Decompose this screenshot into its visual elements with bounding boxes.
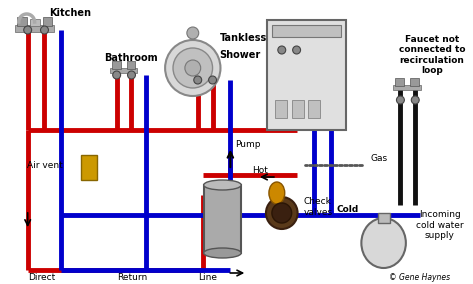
Text: Cold: Cold	[336, 206, 359, 214]
Text: Direct: Direct	[28, 273, 55, 283]
Text: Shower: Shower	[219, 50, 261, 60]
Bar	[377, 213, 390, 223]
Text: Faucet not
connected to
recirculation
loop: Faucet not connected to recirculation lo…	[399, 35, 465, 75]
Ellipse shape	[204, 180, 241, 190]
Circle shape	[128, 71, 135, 79]
Bar	[204, 185, 241, 253]
Text: Hot: Hot	[252, 166, 268, 174]
Circle shape	[412, 96, 419, 104]
Ellipse shape	[269, 182, 285, 204]
Bar	[81, 155, 97, 180]
Bar	[15, 25, 54, 32]
Bar	[308, 100, 320, 118]
Bar	[127, 61, 135, 69]
Text: Air vent: Air vent	[26, 160, 62, 170]
Text: Tankless Water
Heater: Tankless Water Heater	[273, 65, 340, 85]
Bar	[272, 25, 341, 37]
Text: Tankless: Tankless	[219, 33, 267, 43]
Bar	[292, 100, 304, 118]
Circle shape	[24, 26, 32, 34]
Text: Small
Water
Heater: Small Water Heater	[205, 204, 240, 234]
Text: Expansion
Tank: Expansion Tank	[360, 241, 407, 261]
Text: Bathroom: Bathroom	[104, 53, 158, 63]
Bar	[394, 85, 421, 90]
Circle shape	[113, 71, 121, 79]
Text: Gas: Gas	[371, 153, 388, 162]
Bar	[275, 100, 287, 118]
Text: Check
valves: Check valves	[304, 197, 333, 217]
Circle shape	[293, 46, 300, 54]
Text: © Gene Haynes: © Gene Haynes	[389, 273, 450, 283]
Text: Pump: Pump	[235, 139, 261, 149]
Bar	[30, 19, 40, 26]
Text: Line: Line	[198, 273, 217, 283]
Circle shape	[278, 46, 286, 54]
Circle shape	[173, 48, 212, 88]
Circle shape	[194, 76, 201, 84]
Text: Return: Return	[117, 273, 147, 283]
Circle shape	[266, 197, 298, 229]
Bar	[110, 68, 138, 73]
Bar	[112, 61, 121, 69]
Text: Incoming
cold water
supply: Incoming cold water supply	[416, 210, 464, 240]
Circle shape	[272, 203, 292, 223]
Bar	[410, 78, 419, 86]
Text: Kitchen: Kitchen	[50, 8, 91, 18]
Circle shape	[185, 60, 201, 76]
Ellipse shape	[204, 248, 241, 258]
Ellipse shape	[361, 218, 406, 268]
Bar	[267, 20, 346, 130]
Circle shape	[187, 27, 199, 39]
Bar	[43, 17, 53, 26]
Circle shape	[165, 40, 220, 96]
Circle shape	[209, 76, 217, 84]
Bar	[395, 78, 404, 86]
Circle shape	[396, 96, 404, 104]
Circle shape	[41, 26, 48, 34]
Bar	[17, 17, 26, 26]
